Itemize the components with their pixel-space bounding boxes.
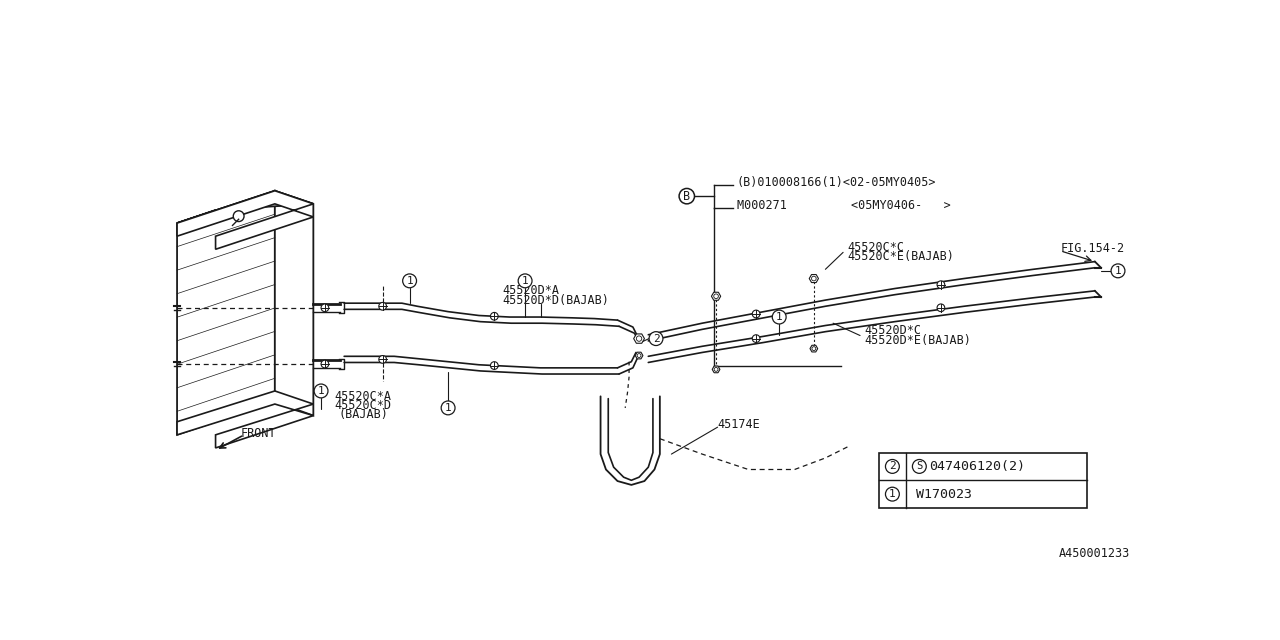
Text: A450001233: A450001233 xyxy=(1059,547,1129,561)
Text: S: S xyxy=(916,461,923,472)
Circle shape xyxy=(233,211,244,221)
Circle shape xyxy=(321,360,329,368)
Bar xyxy=(879,452,1087,508)
Circle shape xyxy=(937,304,945,312)
Circle shape xyxy=(490,312,498,320)
Polygon shape xyxy=(275,191,314,415)
Polygon shape xyxy=(810,345,818,352)
Text: 45520C*D: 45520C*D xyxy=(334,399,392,412)
Text: 45520D*C: 45520D*C xyxy=(864,324,920,337)
Polygon shape xyxy=(635,352,643,359)
Text: 45174E: 45174E xyxy=(718,419,760,431)
Polygon shape xyxy=(634,334,644,343)
Text: 1: 1 xyxy=(406,276,413,286)
Text: 1: 1 xyxy=(1115,266,1121,276)
Text: 2: 2 xyxy=(653,333,659,344)
Polygon shape xyxy=(809,275,818,282)
Text: 45520D*E(BAJAB): 45520D*E(BAJAB) xyxy=(864,333,970,347)
Text: 1: 1 xyxy=(890,489,896,499)
Circle shape xyxy=(379,303,387,310)
Text: 1: 1 xyxy=(522,276,529,286)
Text: W170023: W170023 xyxy=(916,488,973,500)
Text: 047406120(2): 047406120(2) xyxy=(929,460,1025,473)
Circle shape xyxy=(321,304,329,312)
Circle shape xyxy=(490,362,498,369)
Circle shape xyxy=(649,332,663,346)
Circle shape xyxy=(442,401,454,415)
Polygon shape xyxy=(177,191,314,249)
Text: 2: 2 xyxy=(890,461,896,472)
Text: 45520C*E(BAJAB): 45520C*E(BAJAB) xyxy=(847,250,954,264)
Text: 45520C*A: 45520C*A xyxy=(334,390,392,403)
Text: 1: 1 xyxy=(444,403,452,413)
Circle shape xyxy=(886,460,900,474)
Circle shape xyxy=(886,487,900,501)
Text: FRONT: FRONT xyxy=(241,427,275,440)
Text: (B)010008166(1)<02-05MY0405>: (B)010008166(1)<02-05MY0405> xyxy=(737,176,937,189)
Text: B: B xyxy=(684,189,690,203)
Circle shape xyxy=(913,460,927,474)
Polygon shape xyxy=(177,391,314,448)
Circle shape xyxy=(403,274,416,288)
Circle shape xyxy=(753,335,760,342)
Circle shape xyxy=(314,384,328,398)
Circle shape xyxy=(680,188,695,204)
Polygon shape xyxy=(177,191,314,223)
Text: 1: 1 xyxy=(317,386,324,396)
Circle shape xyxy=(379,356,387,364)
Polygon shape xyxy=(712,366,719,372)
Text: 45520C*C: 45520C*C xyxy=(847,241,904,254)
Circle shape xyxy=(937,281,945,289)
Circle shape xyxy=(1111,264,1125,278)
Polygon shape xyxy=(712,292,721,300)
Text: FIG.154-2: FIG.154-2 xyxy=(1060,242,1124,255)
Text: 45520D*A: 45520D*A xyxy=(502,284,559,298)
Text: 1: 1 xyxy=(776,312,782,322)
Polygon shape xyxy=(177,191,275,435)
Text: (BAJAB): (BAJAB) xyxy=(339,408,389,421)
Text: 45520D*D(BAJAB): 45520D*D(BAJAB) xyxy=(502,294,609,307)
Text: M000271         <05MY0406-   >: M000271 <05MY0406- > xyxy=(737,199,951,212)
Circle shape xyxy=(518,274,532,288)
Circle shape xyxy=(772,310,786,324)
Circle shape xyxy=(753,310,760,318)
